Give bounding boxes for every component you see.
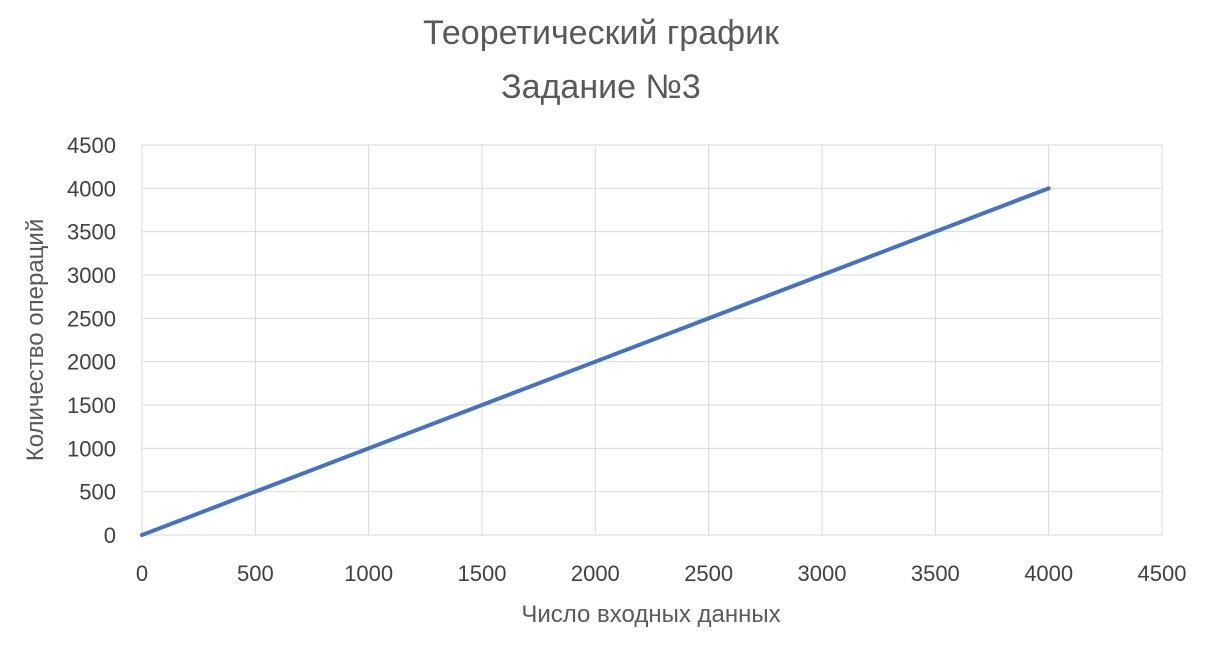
series-line (140, 186, 1051, 537)
y-tick-label: 3500 (67, 220, 116, 245)
x-axis-ticks: 0 500 1000 1500 2000 2500 3000 3500 4000 4500 (136, 561, 1187, 586)
y-tick-label: 2000 (67, 350, 116, 375)
y-tick-label: 500 (79, 480, 116, 505)
x-tick-label: 2000 (571, 561, 620, 586)
y-tick-label: 4500 (67, 133, 116, 158)
y-tick-label: 1000 (67, 436, 116, 461)
x-tick-label: 3500 (911, 561, 960, 586)
chart-subtitle: Задание №3 (501, 68, 701, 106)
y-tick-label: 1500 (67, 393, 116, 418)
y-tick-label: 0 (104, 523, 116, 548)
x-tick-label: 500 (237, 561, 274, 586)
y-tick-label: 2500 (67, 306, 116, 331)
y-axis-title: Количество операций (22, 219, 49, 462)
x-axis-title: Число входных данных (521, 601, 780, 628)
y-axis-ticks: 0 500 1000 1500 2000 2500 3000 3500 4000 4500 (67, 133, 116, 548)
x-tick-label: 0 (136, 561, 148, 586)
y-tick-label: 3000 (67, 263, 116, 288)
x-tick-label: 1000 (344, 561, 393, 586)
x-tick-label: 4000 (1024, 561, 1073, 586)
plot-area-border (141, 144, 1163, 536)
chart-title: Теоретический график (423, 14, 780, 52)
x-tick-label: 1500 (458, 561, 507, 586)
y-tick-label: 4000 (67, 176, 116, 201)
x-tick-label: 2500 (684, 561, 733, 586)
series-layer (140, 186, 1051, 537)
x-tick-label: 3000 (798, 561, 847, 586)
x-tick-label: 4500 (1138, 561, 1187, 586)
